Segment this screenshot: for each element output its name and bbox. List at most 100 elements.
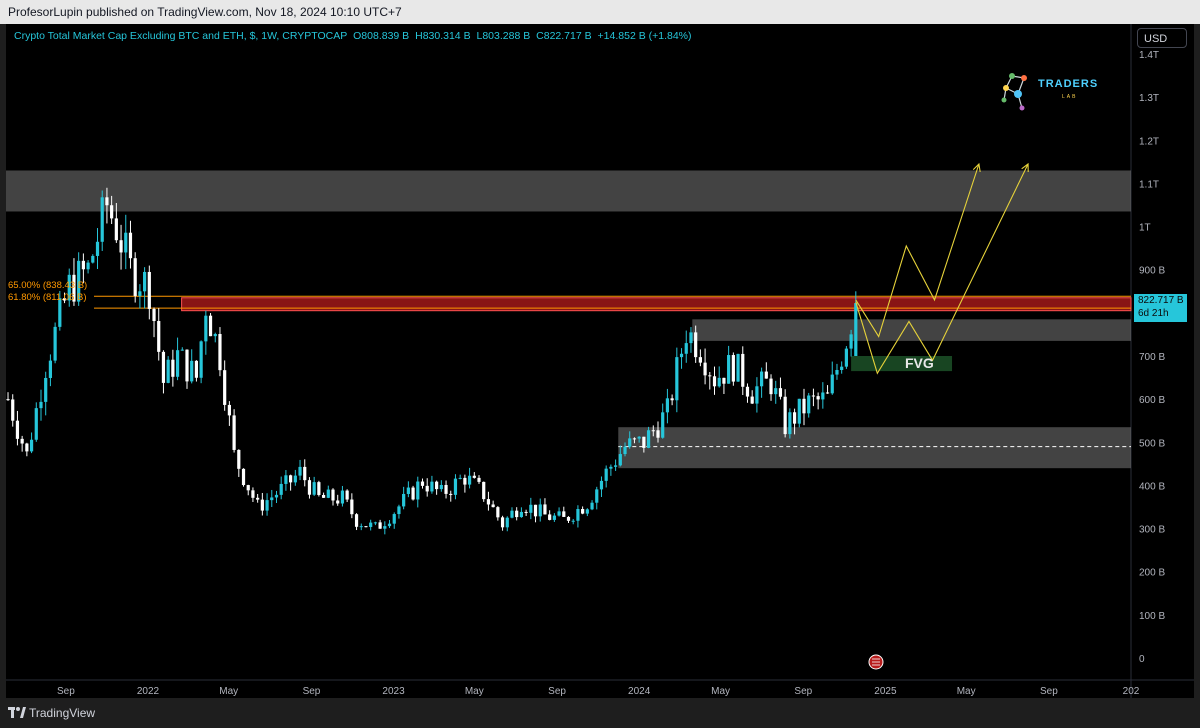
- candle-down[interactable]: [157, 321, 161, 352]
- candle-up[interactable]: [77, 260, 81, 302]
- candle-down[interactable]: [698, 357, 702, 363]
- candle-down[interactable]: [128, 232, 133, 259]
- candle-up[interactable]: [604, 468, 608, 481]
- candle-up[interactable]: [717, 377, 721, 387]
- candle-up[interactable]: [618, 454, 622, 466]
- candle-down[interactable]: [345, 490, 349, 500]
- candle-down[interactable]: [152, 308, 156, 322]
- candle-up[interactable]: [406, 487, 410, 494]
- candle-up[interactable]: [736, 353, 740, 382]
- candle-up[interactable]: [590, 502, 594, 510]
- candle-down[interactable]: [816, 396, 820, 400]
- candle-up[interactable]: [774, 388, 778, 395]
- candle-up[interactable]: [387, 523, 392, 527]
- candle-up[interactable]: [679, 353, 684, 358]
- candle-down[interactable]: [482, 481, 486, 500]
- candle-up[interactable]: [557, 511, 561, 516]
- candle-up[interactable]: [284, 475, 288, 484]
- candle-down[interactable]: [72, 274, 76, 302]
- candle-up[interactable]: [373, 522, 377, 524]
- candle-up[interactable]: [298, 466, 302, 476]
- candle-down[interactable]: [515, 510, 519, 518]
- candle-up[interactable]: [213, 333, 217, 337]
- candle-up[interactable]: [175, 350, 180, 377]
- candle-up[interactable]: [124, 232, 128, 253]
- candle-up[interactable]: [637, 436, 641, 439]
- candle-down[interactable]: [241, 468, 246, 486]
- candle-up[interactable]: [510, 510, 514, 518]
- candle-up[interactable]: [199, 341, 203, 378]
- candle-up[interactable]: [270, 497, 274, 501]
- candle-down[interactable]: [477, 477, 481, 482]
- candle-down[interactable]: [256, 497, 260, 500]
- candle-down[interactable]: [208, 315, 213, 337]
- candle-down[interactable]: [218, 333, 222, 371]
- candle-down[interactable]: [105, 197, 109, 206]
- candle-down[interactable]: [708, 375, 712, 377]
- candle-down[interactable]: [317, 482, 321, 495]
- candle-down[interactable]: [581, 509, 585, 514]
- candle-up[interactable]: [204, 315, 208, 342]
- candle-up[interactable]: [849, 334, 853, 349]
- candle-up[interactable]: [519, 511, 524, 518]
- candle-up[interactable]: [416, 481, 420, 500]
- candle-up[interactable]: [595, 489, 599, 503]
- candle-down[interactable]: [350, 499, 354, 515]
- candle-down[interactable]: [533, 504, 538, 517]
- candle-down[interactable]: [472, 475, 476, 478]
- candle-down[interactable]: [444, 484, 448, 494]
- candle-up[interactable]: [840, 366, 844, 371]
- candle-down[interactable]: [463, 477, 467, 485]
- candle-up[interactable]: [830, 374, 834, 394]
- candle-down[interactable]: [548, 514, 552, 520]
- candle-up[interactable]: [661, 412, 665, 438]
- candle-up[interactable]: [760, 371, 764, 387]
- candle-up[interactable]: [369, 522, 373, 527]
- candle-up[interactable]: [646, 430, 651, 448]
- candle-down[interactable]: [185, 349, 189, 382]
- candle-up[interactable]: [821, 392, 825, 400]
- candle-down[interactable]: [336, 500, 340, 504]
- candle-down[interactable]: [119, 240, 123, 253]
- candle-down[interactable]: [731, 355, 735, 382]
- candle-up[interactable]: [39, 401, 43, 409]
- candle-up[interactable]: [265, 500, 269, 511]
- candle-up[interactable]: [58, 298, 62, 327]
- candle-up[interactable]: [844, 348, 848, 367]
- candle-up[interactable]: [279, 483, 283, 495]
- candle-down[interactable]: [15, 420, 20, 439]
- candle-down[interactable]: [486, 499, 491, 505]
- candle-up[interactable]: [95, 241, 100, 256]
- candle-down[interactable]: [223, 370, 227, 405]
- candle-up[interactable]: [609, 466, 613, 469]
- candle-up[interactable]: [467, 475, 472, 485]
- candle-down[interactable]: [811, 395, 816, 397]
- candle-up[interactable]: [430, 481, 434, 492]
- candle-up[interactable]: [166, 359, 170, 383]
- candle-up[interactable]: [529, 504, 533, 513]
- candle-down[interactable]: [260, 499, 264, 511]
- currency-button[interactable]: USD: [1137, 28, 1187, 48]
- candle-up[interactable]: [53, 326, 57, 361]
- candle-down[interactable]: [712, 376, 717, 387]
- candle-down[interactable]: [703, 362, 707, 376]
- candle-down[interactable]: [656, 430, 660, 438]
- candle-down[interactable]: [133, 258, 137, 296]
- candle-up[interactable]: [571, 520, 575, 522]
- candle-up[interactable]: [835, 370, 839, 375]
- candle-up[interactable]: [48, 360, 53, 378]
- candle-up[interactable]: [755, 386, 759, 404]
- candle-down[interactable]: [246, 485, 250, 491]
- candle-down[interactable]: [289, 475, 293, 483]
- zone-support[interactable]: [618, 427, 1131, 469]
- candle-down[interactable]: [354, 514, 359, 527]
- candle-up[interactable]: [458, 477, 462, 479]
- candle-down[interactable]: [161, 351, 166, 383]
- candle-down[interactable]: [491, 504, 495, 508]
- candle-up[interactable]: [44, 377, 48, 402]
- candle-down[interactable]: [632, 438, 637, 440]
- candle-up[interactable]: [788, 412, 792, 435]
- candle-down[interactable]: [783, 396, 787, 435]
- candle-up[interactable]: [675, 357, 679, 401]
- candle-up[interactable]: [326, 489, 330, 498]
